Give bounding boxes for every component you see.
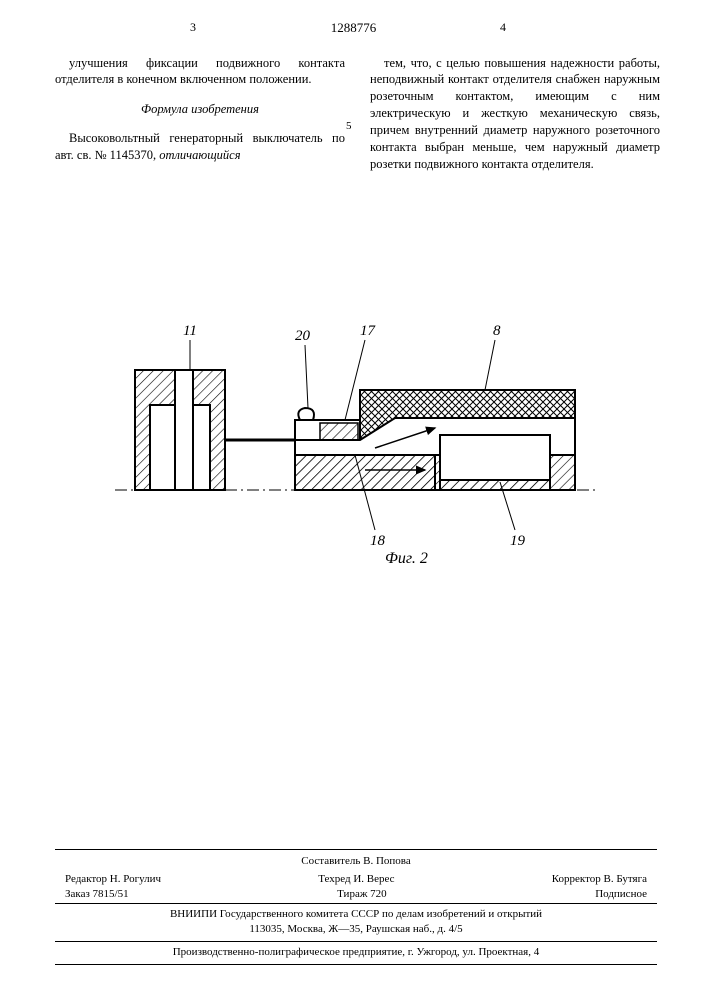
- label-17: 17: [360, 323, 377, 339]
- page-num-right: 4: [500, 20, 506, 35]
- patent-number: 1288776: [331, 20, 377, 36]
- footer-corrector: Корректор В. Бутяга: [552, 872, 647, 887]
- label-8: 8: [493, 323, 501, 339]
- footer-editor: Редактор Н. Рогулич: [65, 872, 161, 887]
- figure-caption: Фиг. 2: [385, 550, 428, 568]
- page-num-left: 3: [190, 20, 196, 35]
- left-para-1: улучшения фиксации подвижного контакта о…: [55, 55, 345, 89]
- label-18: 18: [370, 533, 386, 549]
- left-para-2b: отличающийся: [159, 148, 240, 162]
- figure-svg: 11 20 17 8 18 19: [95, 290, 615, 550]
- label-20: 20: [295, 328, 311, 344]
- footer-order: Заказ 7815/51: [65, 887, 129, 902]
- left-column: улучшения фиксации подвижного контакта о…: [55, 42, 345, 176]
- figure-2: 11 20 17 8 18 19 Фиг. 2: [0, 290, 707, 590]
- footer-compiler: Составитель В. Попова: [55, 854, 657, 872]
- right-para: тем, что, с целью повышения надежности р…: [370, 55, 660, 173]
- right-column: тем, что, с целью повышения надежности р…: [370, 42, 660, 185]
- footer-row-2: Заказ 7815/51 Тираж 720 Подписное: [55, 887, 657, 902]
- formula-heading: Формула изобретения: [55, 101, 345, 118]
- footer-mid: ВНИИПИ Государственного комитета СССР по…: [55, 903, 657, 942]
- footer-line3: Производственно-полиграфическое предприя…: [55, 942, 657, 960]
- footer-techred: Техред И. Верес: [318, 872, 394, 887]
- footer-tirazh: Тираж 720: [337, 887, 387, 902]
- footer-line1: ВНИИПИ Государственного комитета СССР по…: [55, 907, 657, 922]
- label-11: 11: [183, 323, 197, 339]
- footer-row-1: Редактор Н. Рогулич Техред И. Верес Корр…: [55, 872, 657, 887]
- label-19: 19: [510, 533, 526, 549]
- footer-line2: 113035, Москва, Ж—35, Раушская наб., д. …: [55, 922, 657, 937]
- footer-subscribe: Подписное: [595, 887, 647, 902]
- left-para-2: Высоковольтный генераторный выключатель …: [55, 130, 345, 164]
- part-11: [135, 370, 225, 490]
- footer: Составитель В. Попова Редактор Н. Рогули…: [55, 849, 657, 965]
- margin-mark-5: 5: [346, 120, 352, 132]
